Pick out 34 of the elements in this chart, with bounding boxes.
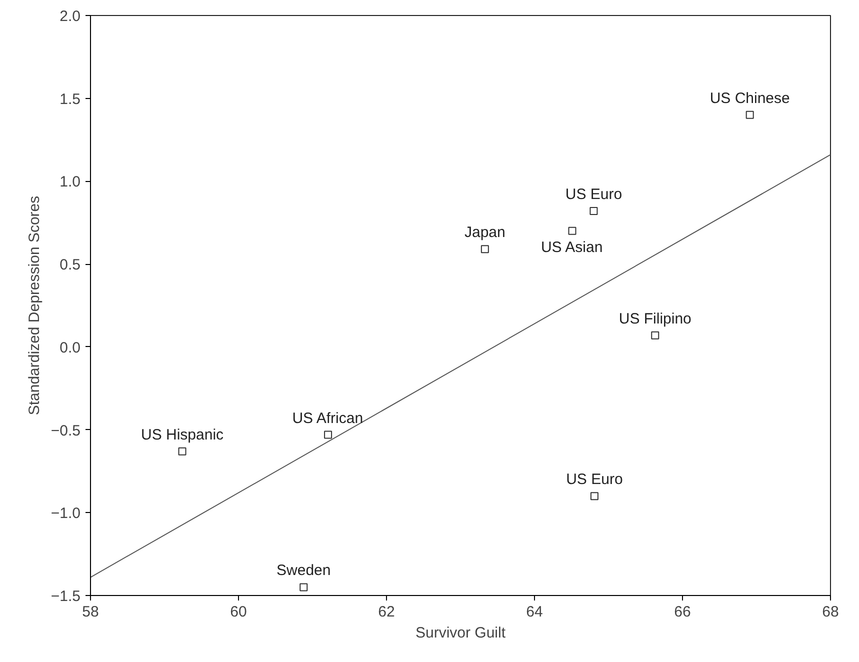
annotation: Sweden (276, 562, 331, 580)
annotation: US Chinese (710, 90, 790, 107)
x-tick-label: 68 (822, 604, 839, 620)
x-tick-label: 62 (378, 604, 395, 620)
annotation: US Euro (565, 186, 622, 204)
x-tick-label: 58 (82, 604, 99, 620)
point (178, 447, 186, 456)
y-tick-label: 0.0 (60, 339, 81, 356)
point (651, 331, 660, 340)
y-tick-label: 0.5 (60, 256, 81, 274)
annotation: US Asian (540, 238, 603, 256)
annotation: US Hispanic (140, 426, 224, 444)
y-tick-label: −1.0 (50, 505, 81, 522)
y-tick-label: −1.5 (50, 588, 81, 605)
annotation: US Euro (566, 471, 623, 488)
point (480, 245, 489, 254)
y-tick-label: 1.5 (60, 90, 81, 108)
y-tick-label: 2.0 (60, 8, 81, 25)
point (324, 430, 332, 439)
annotation: Japan (464, 224, 506, 242)
y-axis-title: Standardized Depression Scores (26, 196, 43, 416)
x-tick-label: 64 (526, 604, 543, 620)
y-tick-label: 1.0 (60, 174, 81, 191)
annotation: US African (292, 410, 364, 427)
x-axis-title: Survivor Guilt (415, 624, 506, 642)
point (568, 226, 576, 235)
point (590, 207, 598, 216)
annotation: US Filipino (618, 310, 692, 328)
point (746, 110, 754, 119)
point (300, 583, 308, 592)
point (590, 492, 598, 500)
x-tick-label: 60 (230, 604, 247, 620)
x-tick-label: 66 (674, 604, 691, 620)
y-tick-label: −0.5 (50, 422, 81, 440)
